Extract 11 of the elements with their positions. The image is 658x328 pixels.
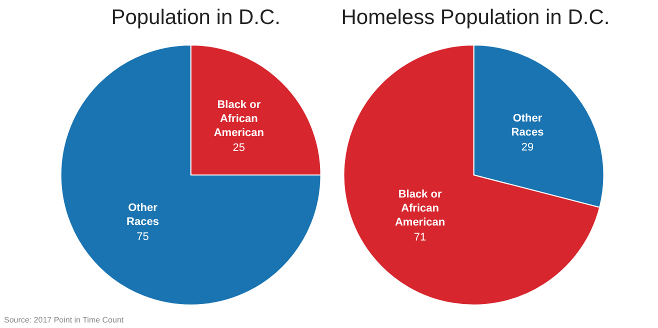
source-note: Source: 2017 Point in Time Count	[4, 316, 124, 324]
data-label: 71	[414, 232, 426, 244]
chart-title: Population in D.C.	[111, 6, 280, 29]
chart-title: Homeless Population in D.C.	[341, 6, 610, 29]
slice-label: Black or African American	[394, 188, 446, 229]
data-label: 25	[232, 142, 246, 154]
data-label: 75	[136, 231, 149, 244]
slice-label: Other Races	[511, 112, 544, 138]
data-label: 29	[521, 141, 534, 154]
slice-label: Other Races	[126, 202, 159, 228]
slice-label: Black or African American	[214, 98, 264, 139]
